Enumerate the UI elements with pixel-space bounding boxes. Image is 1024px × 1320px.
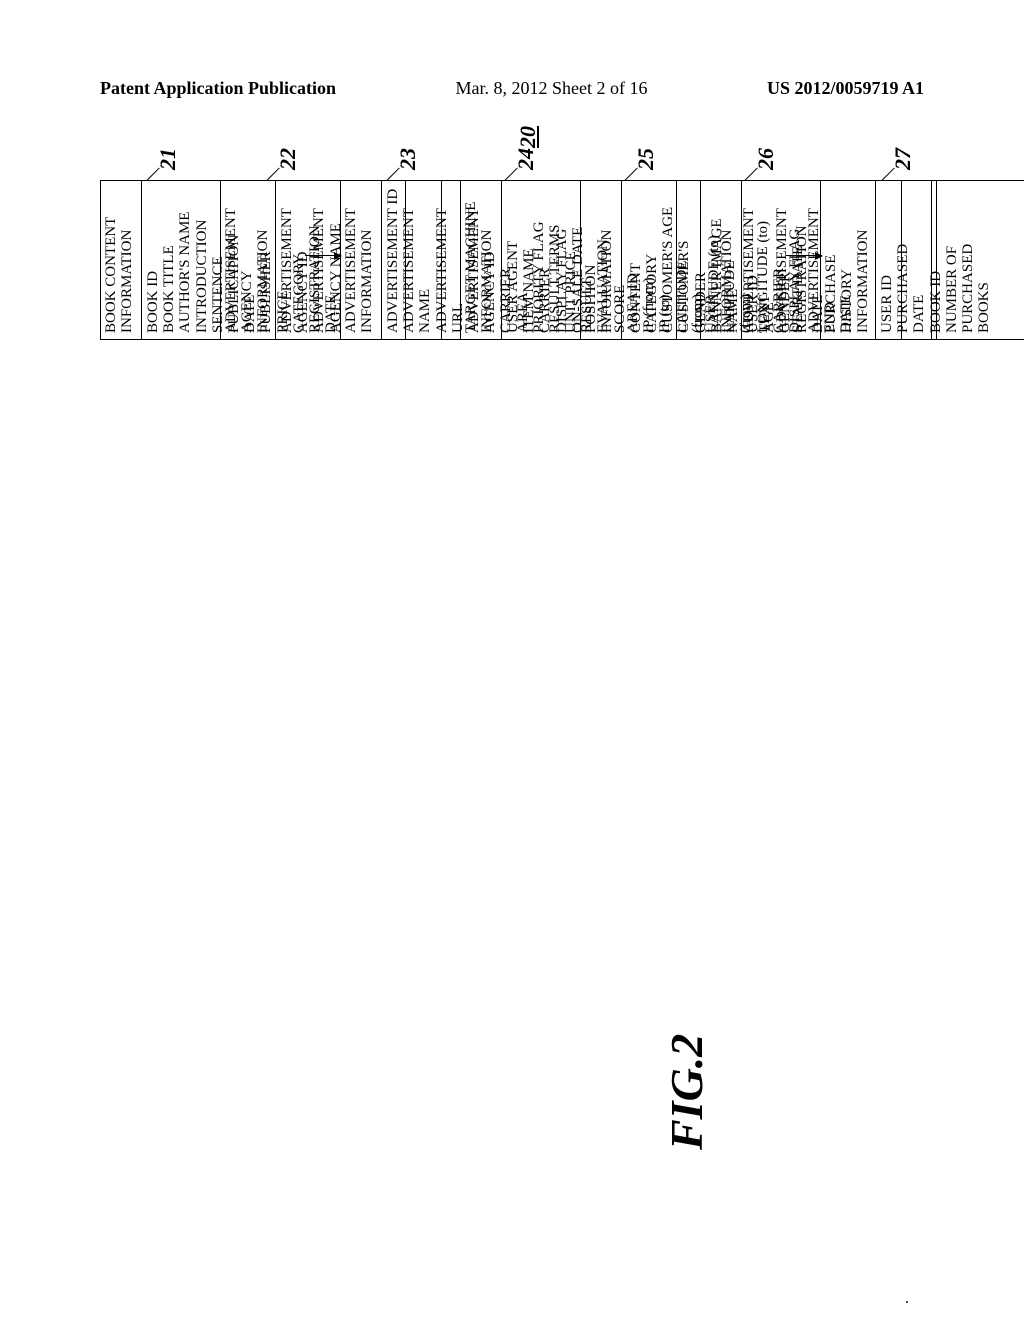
figure-diagram: 20 21BOOK CONTENT INFORMATIONBOOK ID BOO… — [100, 150, 924, 1150]
figure-label: FIG.2 — [660, 1034, 713, 1150]
relation-arrow — [305, 255, 341, 256]
entity-title: ADVERTISEMENT INFORMATION — [340, 180, 382, 340]
ref-tick — [146, 168, 159, 181]
header-left: Patent Application Publication — [100, 78, 336, 99]
page-period: . — [905, 1290, 909, 1308]
entity-title: POSITION INFORMATION — [580, 180, 622, 340]
ref-tick — [881, 168, 894, 181]
entity-title: ADVERTISEMENT AGENCY INFORMATION — [220, 180, 276, 340]
main-ref-number: 20 — [515, 126, 541, 148]
entity-title: PURCHASE HISTORY INFORMATION — [820, 180, 876, 340]
ref-tick — [504, 168, 517, 181]
entity-title: BOOK CONTENT INFORMATION — [100, 180, 142, 340]
page-header: Patent Application Publication Mar. 8, 2… — [0, 78, 1024, 99]
ref-tick — [624, 168, 637, 181]
ref-tick — [744, 168, 757, 181]
entity-title: TARGET MACHINE INFORMATION — [460, 180, 502, 340]
header-center: Mar. 8, 2012 Sheet 2 of 16 — [456, 78, 648, 99]
header-pub-id: US 2012/0059719 A1 — [767, 78, 924, 99]
ref-tick — [266, 168, 279, 181]
entity-title: USER INFORMATION — [700, 180, 742, 340]
relation-arrow — [786, 255, 822, 256]
ref-tick — [386, 168, 399, 181]
entity-fields: USER ID PURCHASED DATE BOOK ID NUMBER OF… — [876, 180, 1024, 340]
